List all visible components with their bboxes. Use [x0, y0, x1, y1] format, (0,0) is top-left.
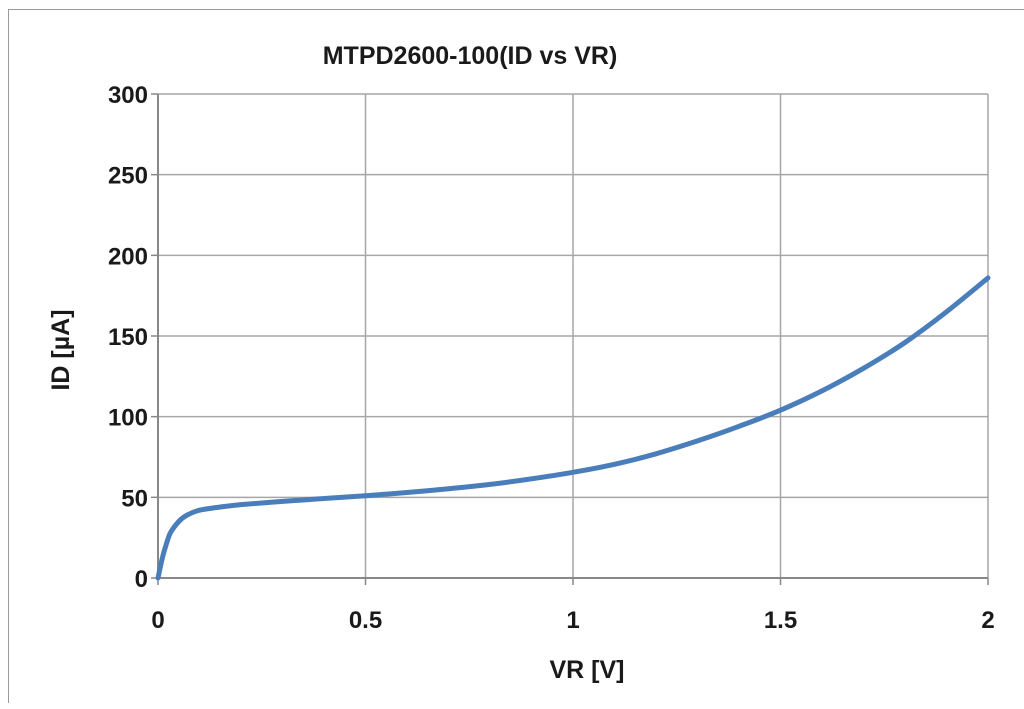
- y-tick-label: 300: [108, 82, 148, 109]
- y-tick-label: 0: [135, 566, 148, 593]
- y-tick-label: 100: [108, 405, 148, 432]
- chart-title: MTPD2600-100(ID vs VR): [323, 42, 618, 70]
- x-tick-label: 0.5: [349, 607, 382, 634]
- series-line: [155, 275, 991, 581]
- label-layer: MTPD2600-100(ID vs VR) VR [V] ID [µA] 0 5…: [47, 42, 995, 684]
- x-tick-label: 2: [981, 607, 994, 634]
- y-tick-label: 50: [121, 485, 148, 512]
- x-tick-label: 1: [566, 607, 579, 634]
- chart-frame: MTPD2600-100(ID vs VR) VR [V] ID [µA] 0 5…: [8, 9, 1024, 703]
- y-tick-label: 250: [108, 163, 148, 190]
- x-axis-label: VR [V]: [550, 656, 625, 684]
- y-tick-label: 150: [108, 324, 148, 351]
- y-tick-label: 200: [108, 243, 148, 270]
- axis-layer: [151, 93, 989, 585]
- chart-svg: MTPD2600-100(ID vs VR) VR [V] ID [µA] 0 5…: [47, 42, 995, 684]
- grid-layer: [158, 93, 989, 578]
- series-layer: [155, 275, 991, 581]
- x-tick-label: 0: [151, 607, 164, 634]
- x-tick-label: 1.5: [764, 607, 797, 634]
- y-axis-label: ID [µA]: [47, 309, 75, 390]
